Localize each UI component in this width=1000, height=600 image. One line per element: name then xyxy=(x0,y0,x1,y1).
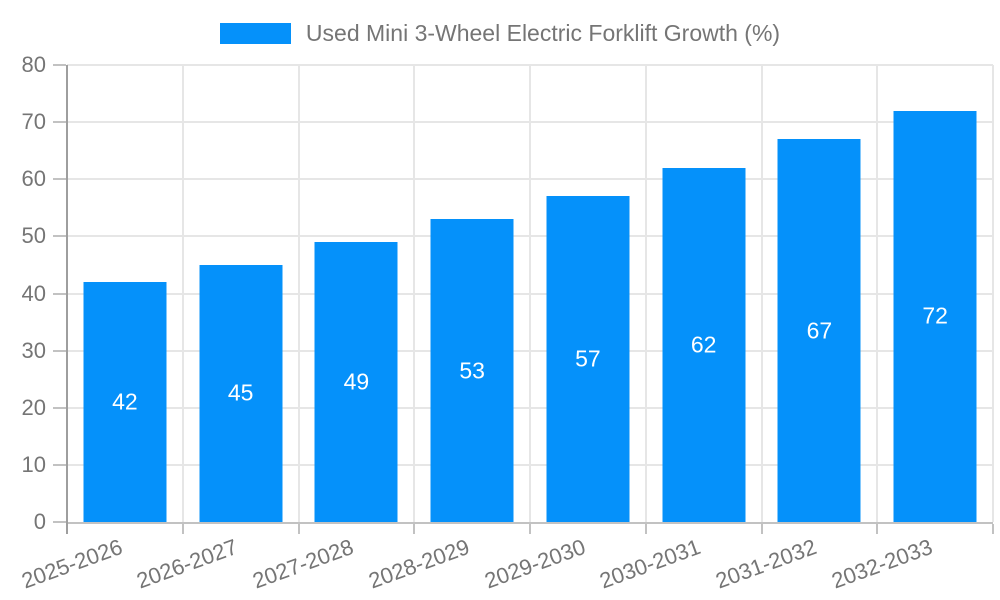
x-tick-mark xyxy=(413,524,416,534)
x-tick-mark xyxy=(992,524,994,534)
y-tick-mark xyxy=(53,349,66,352)
bar[interactable]: 45 xyxy=(199,264,283,522)
x-axis: 2025-2026 2026-2027 2027-2028 2028-2029 2029… xyxy=(18,522,994,600)
x-tick-mark xyxy=(529,524,531,534)
x-tick-mark xyxy=(644,524,647,534)
bar[interactable]: 42 xyxy=(83,282,167,522)
x-tick-mark xyxy=(66,522,68,534)
y-axis-line xyxy=(66,65,68,532)
bar[interactable]: 57 xyxy=(546,196,630,522)
vertical-gridline xyxy=(181,65,184,522)
vertical-gridline xyxy=(297,65,300,522)
y-tick-mark xyxy=(53,292,66,295)
y-tick-label: 20 xyxy=(21,394,46,420)
x-tick-label: 2028-2029 xyxy=(365,534,473,594)
bar-value-label: 53 xyxy=(459,357,485,384)
x-tick-mark xyxy=(876,524,879,534)
vertical-gridline xyxy=(644,65,647,522)
y-tick-mark xyxy=(53,235,66,238)
y-tick-mark xyxy=(53,178,66,181)
legend-label: Used Mini 3-Wheel Electric Forklift Grow… xyxy=(305,20,781,46)
y-tick-mark xyxy=(53,463,66,466)
bar-value-label: 72 xyxy=(922,302,948,329)
bar[interactable]: 53 xyxy=(430,219,514,522)
x-tick-label: 2029-2030 xyxy=(481,534,589,594)
y-tick-mark xyxy=(53,521,66,523)
y-tick-label: 80 xyxy=(21,52,46,77)
x-tick-label: 2026-2027 xyxy=(133,534,242,594)
bar[interactable]: 62 xyxy=(662,167,746,522)
vertical-gridline xyxy=(760,65,763,522)
bar[interactable]: 67 xyxy=(777,139,861,522)
x-tick-label: 2031-2032 xyxy=(712,534,820,594)
bar-value-label: 49 xyxy=(343,368,370,395)
vertical-gridline xyxy=(529,65,531,522)
x-tick-mark xyxy=(297,524,300,534)
plot-area: 42 45 49 53 57 62 67 72 xyxy=(66,64,994,532)
vertical-gridline xyxy=(992,65,994,522)
x-axis-line xyxy=(67,522,993,524)
y-axis: 80 70 60 50 40 30 20 10 0 xyxy=(0,52,67,534)
bar-value-label: 67 xyxy=(806,317,833,344)
y-tick-label: 50 xyxy=(21,223,46,249)
x-tick-mark xyxy=(760,524,763,534)
bar-value-label: 45 xyxy=(227,379,254,406)
x-tick-label: 2027-2028 xyxy=(249,534,357,594)
y-tick-mark xyxy=(53,406,66,409)
y-tick-label: 70 xyxy=(21,109,46,135)
y-tick-mark xyxy=(53,64,66,66)
y-tick-label: 40 xyxy=(21,280,46,306)
x-tick-label: 2032-2033 xyxy=(828,534,936,594)
x-tick-label: 2030-2031 xyxy=(596,534,705,594)
x-tick-label: 2025-2026 xyxy=(18,534,126,594)
legend[interactable]: Used Mini 3-Wheel Electric Forklift Grow… xyxy=(0,20,1000,47)
bar-value-label: 57 xyxy=(575,345,601,372)
legend-swatch-icon xyxy=(219,23,291,44)
y-tick-label: 60 xyxy=(21,166,46,192)
y-tick-mark xyxy=(53,121,66,124)
bar-value-label: 62 xyxy=(690,331,717,358)
vertical-gridline xyxy=(413,65,416,522)
bar[interactable]: 49 xyxy=(314,242,398,522)
vertical-gridline xyxy=(876,65,879,522)
y-tick-label: 10 xyxy=(21,451,46,477)
y-tick-label: 0 xyxy=(33,509,46,534)
y-tick-label: 30 xyxy=(21,337,46,363)
bar-value-label: 42 xyxy=(112,388,138,415)
x-tick-mark xyxy=(181,524,184,534)
bar[interactable]: 72 xyxy=(893,110,977,522)
